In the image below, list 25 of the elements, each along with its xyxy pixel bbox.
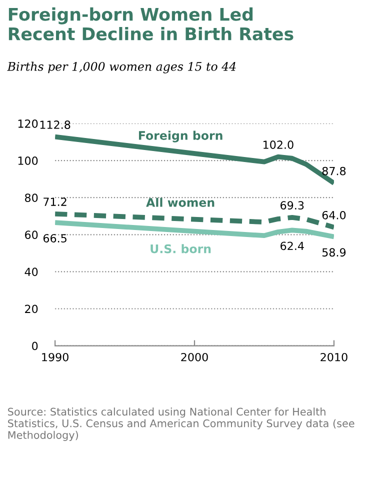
data-label: 62.4	[280, 242, 304, 250]
y-tick-label: 60	[25, 230, 38, 240]
series-label: Foreign born	[138, 130, 222, 142]
source-note: Source: Statistics calculated using National Center for Health Statistics, U.S. Census and American Community Survey data (see Methodology)	[8, 408, 354, 441]
x-tick-label: 1990	[42, 352, 68, 362]
series-label: All women	[146, 198, 214, 207]
y-tick-label: 120	[18, 119, 38, 128]
x-tick-label: 2000	[181, 352, 208, 362]
data-label: 58.9	[322, 248, 346, 257]
data-label: 66.5	[43, 234, 66, 242]
y-tick-label: 40	[24, 268, 38, 276]
data-label: 112.8	[40, 120, 70, 129]
chart-subtitle: Births per 1,000 women ages 15 to 44	[7, 62, 236, 74]
y-tick-label: 100	[18, 156, 38, 165]
data-label: 102.0	[264, 140, 294, 149]
data-label: 71.2	[44, 198, 66, 206]
data-label: 64.0	[322, 210, 346, 220]
chart-title: Foreign-born Women Led Recent Decline in Birth Rates	[8, 7, 294, 40]
y-tick-label: 0	[32, 342, 38, 350]
series-label: U.S. born	[150, 244, 211, 254]
data-label: 87.8	[322, 166, 346, 176]
x-tick-label: 2010	[320, 352, 348, 362]
y-tick-label: 20	[25, 304, 38, 314]
data-label: 69.3	[280, 201, 304, 210]
y-tick-label: 80	[25, 194, 38, 202]
